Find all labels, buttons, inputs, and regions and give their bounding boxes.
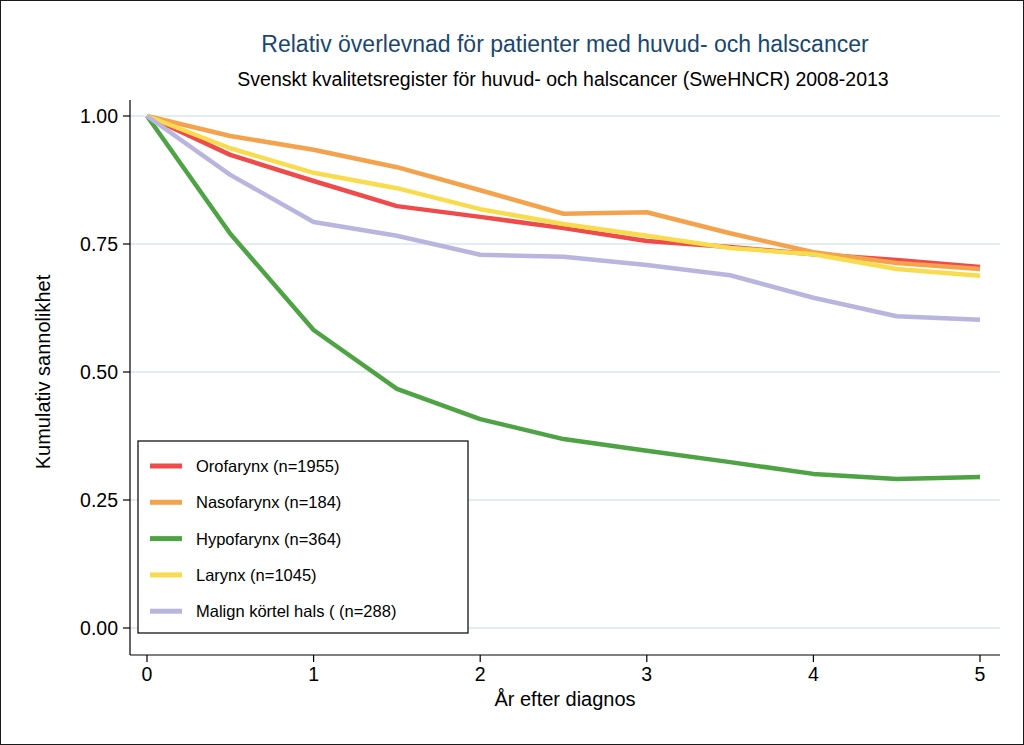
x-tick-label: 3 [641, 663, 652, 685]
legend-label: Hypofarynx (n=364) [196, 530, 341, 548]
x-tick [313, 655, 314, 662]
legend: Orofarynx (n=1955) Nasofarynx (n=184) Hypo… [138, 441, 468, 633]
y-tick-label: 0.75 [80, 233, 118, 255]
x-tick-label: 4 [808, 663, 819, 685]
legend-swatch [150, 500, 182, 505]
y-tick-label: 1.00 [80, 105, 118, 127]
legend-box [138, 441, 468, 633]
y-tick [123, 371, 130, 372]
legend-swatch [150, 464, 182, 469]
grid-line [130, 115, 1000, 117]
series-line [147, 116, 980, 267]
x-tick [480, 655, 481, 662]
series-line [147, 116, 980, 269]
legend-swatch [150, 536, 182, 541]
y-tick-label: 0.00 [80, 617, 118, 639]
y-axis-label: Kumulativ sannolikhet [32, 274, 54, 469]
series-line [147, 116, 980, 479]
series-line [147, 116, 980, 320]
legend-label: Larynx (n=1045) [196, 566, 317, 584]
x-tick-label: 0 [142, 663, 153, 685]
y-tick [123, 627, 130, 628]
series-group [147, 116, 980, 479]
x-tick [646, 655, 647, 662]
legend-swatch [150, 572, 182, 577]
background [1, 1, 1024, 745]
legend-swatch [150, 609, 182, 614]
grid-line [130, 371, 1000, 373]
x-tick [146, 655, 147, 662]
x-tick-label: 1 [308, 663, 319, 685]
x-tick [979, 655, 980, 662]
y-tick [123, 499, 130, 500]
x-axis [130, 654, 1000, 655]
legend-label: Nasofarynx (n=184) [196, 493, 341, 511]
y-tick [123, 243, 130, 244]
legend-label: Malign körtel hals ( (n=288) [196, 602, 396, 620]
grid-line [130, 243, 1000, 245]
y-tick-label: 0.25 [80, 489, 118, 511]
x-tick-label: 5 [975, 663, 986, 685]
chart: Relativ överlevnad för patienter med huv… [0, 0, 1024, 745]
y-tick-label: 0.50 [80, 361, 118, 383]
x-tick [813, 655, 814, 662]
subtitle: Svenskt kvalitetsregister för huvud- och… [237, 68, 888, 90]
legend-label: Orofarynx (n=1955) [196, 457, 340, 475]
x-tick-label: 2 [475, 663, 486, 685]
y-tick [123, 115, 130, 116]
y-axis [129, 100, 130, 655]
title: Relativ överlevnad för patienter med huv… [261, 31, 869, 57]
x-axis-label: År efter diagnos [494, 688, 635, 710]
